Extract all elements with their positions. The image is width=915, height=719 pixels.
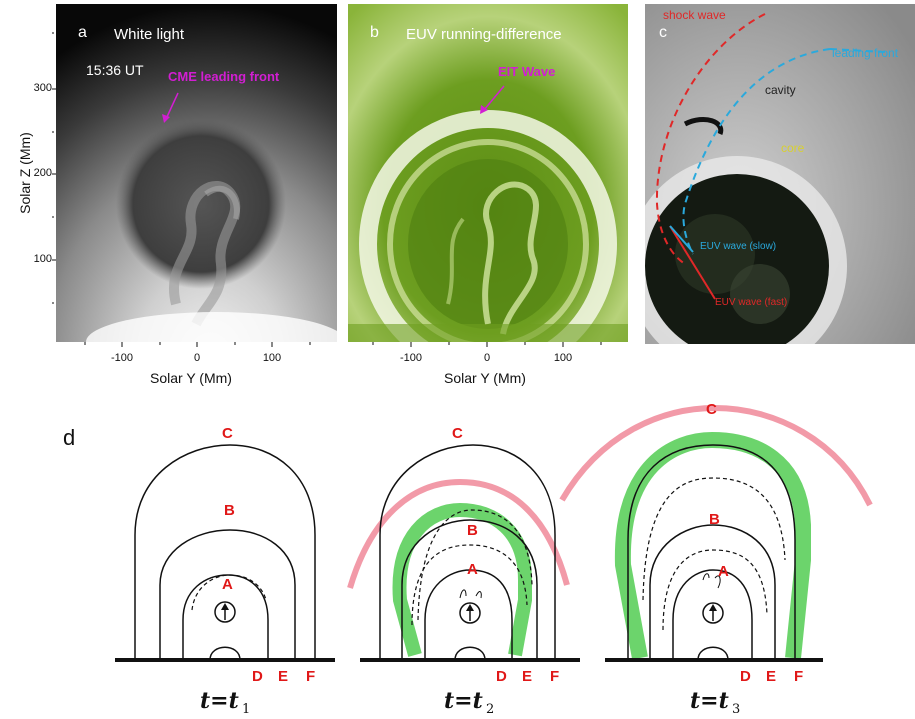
y-tick-300: 300 [33,82,52,94]
panel-a-image [56,4,346,372]
a-x-tick-0: 0 [193,352,201,364]
time-sub-2: 2 [486,702,494,717]
panel-a-x-axis-title: Solar Y (Mm) [150,370,232,386]
b-x-tick-100: 100 [553,352,573,364]
b-x-tick-0: 0 [483,352,491,364]
panel-d-letter: d [63,425,76,450]
loop-label-a-1: A [222,576,233,593]
panel-a: a White light 15:36 UT CME leading front [56,4,346,372]
panel-b-title: EUV running-difference [406,26,562,43]
a-x-tick-neg100: -100 [110,352,134,364]
panel-b-image [348,4,628,378]
eit-wave-label: EIT Wave [498,64,556,79]
loop-label-f-2: F [550,668,559,685]
loop-label-c-2: C [452,425,463,442]
cavity-label: cavity [765,83,796,97]
cme-arrow-icon [162,92,179,123]
time-sub-3: 3 [732,702,740,717]
euv-fast-label: EUV wave (fast) [715,297,788,308]
time-label-1: t=t [200,688,239,714]
shock-wave-label: shock wave [663,8,726,22]
time-label-3: t=t [690,688,729,714]
eit-arrow-icon [480,85,505,114]
core-label: core [781,141,805,155]
loop-label-f-3: F [794,668,803,685]
loop-label-a-3: A [718,563,729,580]
diagram-t2: C B A D E F t=t 2 [347,425,580,717]
loop-label-d-1: D [252,668,263,685]
panel-c-image [645,4,915,344]
euv-slow-label: EUV wave (slow) [700,241,777,252]
panel-c: c shock wave leading front cavity core E… [645,4,915,344]
loop-label-b-1: B [224,502,235,519]
leading-front-label: leading front [832,46,899,60]
panel-a-time: 15:36 UT [86,62,144,78]
b-x-tick-neg100: -100 [399,352,423,364]
loop-label-e-3: E [766,668,776,685]
loop-label-f-1: F [306,668,315,685]
panel-a-ticks [52,32,311,347]
loop-label-b-3: B [709,511,720,528]
panel-c-letter: c [659,24,667,41]
a-x-tick-100: 100 [262,352,282,364]
time-sub-1: 1 [242,702,250,717]
loop-label-e-1: E [278,668,288,685]
panel-b-ticks [372,342,602,347]
loop-label-b-2: B [467,522,478,539]
panel-b: b EUV running-difference EIT Wave [348,4,628,378]
panel-b-x-axis-title: Solar Y (Mm) [444,370,526,386]
time-label-2: t=t [444,688,483,714]
y-tick-200: 200 [33,167,52,179]
panel-a-letter: a [78,24,87,41]
panel-b-letter: b [370,24,379,41]
diagram-t3: C B A D E F t=t 3 [559,401,873,717]
loop-label-c-1: C [222,425,233,442]
panel-d-diagram: C B A D E F t=t 1 C B A D E F t=t 2 [115,401,873,717]
loop-label-d-3: D [740,668,751,685]
panel-a-title: White light [114,26,185,43]
cme-leading-front-label: CME leading front [168,69,280,84]
loop-label-c-3: C [706,401,717,418]
y-tick-100: 100 [33,253,52,265]
loop-label-d-2: D [496,668,507,685]
loop-label-e-2: E [522,668,532,685]
diagram-t1: C B A D E F t=t 1 [115,425,335,717]
loop-label-a-2: A [467,561,478,578]
